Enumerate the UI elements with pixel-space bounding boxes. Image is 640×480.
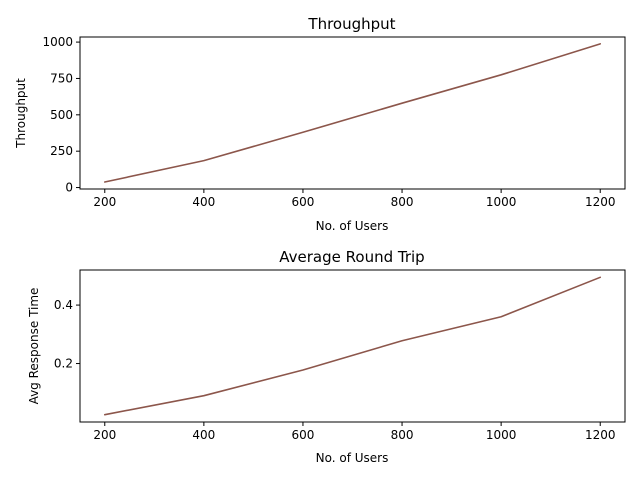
- x-tick-label: 800: [391, 195, 414, 209]
- y-axis-label: Throughput: [14, 78, 28, 149]
- plot-frame: [79, 269, 626, 423]
- x-tick-label: 400: [192, 195, 215, 209]
- x-tick-label: 1000: [486, 428, 517, 442]
- chart-throughput: Throughput 200 400 600 800 1000 1200 0 250 500 7…: [14, 15, 626, 233]
- series-layer: [103, 43, 602, 183]
- y-tick-label: 1000: [42, 35, 73, 49]
- y-ticks: 0 250 500 750 1000: [42, 35, 80, 195]
- x-tick-label: 400: [192, 428, 215, 442]
- plot-frame: [79, 36, 626, 190]
- series-layer: [103, 276, 602, 416]
- y-tick-label: 0: [65, 181, 73, 195]
- chart-title: Throughput: [307, 15, 395, 33]
- x-tick-label: 1000: [486, 195, 517, 209]
- chart-average-round-trip: Average Round Trip 200 400 600 800 1000 1200 …: [27, 248, 626, 465]
- x-tick-label: 200: [93, 195, 116, 209]
- x-tick-label: 600: [292, 428, 315, 442]
- y-tick-label: 500: [50, 108, 73, 122]
- x-tick-label: 800: [391, 428, 414, 442]
- x-axis-label: No. of Users: [316, 451, 389, 465]
- series-line: [103, 43, 602, 183]
- y-tick-label: 0.2: [54, 357, 73, 371]
- y-ticks: 0.2 0.4: [54, 298, 80, 371]
- y-tick-label: 0.4: [54, 298, 73, 312]
- x-tick-label: 200: [93, 428, 116, 442]
- x-ticks: 200 400 600 800 1000 1200: [93, 189, 616, 209]
- chart-title: Average Round Trip: [279, 248, 424, 266]
- x-axis-label: No. of Users: [316, 219, 389, 233]
- x-tick-label: 600: [292, 195, 315, 209]
- x-ticks: 200 400 600 800 1000 1200: [93, 422, 616, 442]
- y-tick-label: 250: [50, 144, 73, 158]
- series-line: [103, 276, 602, 416]
- x-tick-label: 1200: [585, 428, 616, 442]
- y-axis-label: Avg Response Time: [27, 288, 41, 405]
- x-tick-label: 1200: [585, 195, 616, 209]
- y-tick-label: 750: [50, 71, 73, 85]
